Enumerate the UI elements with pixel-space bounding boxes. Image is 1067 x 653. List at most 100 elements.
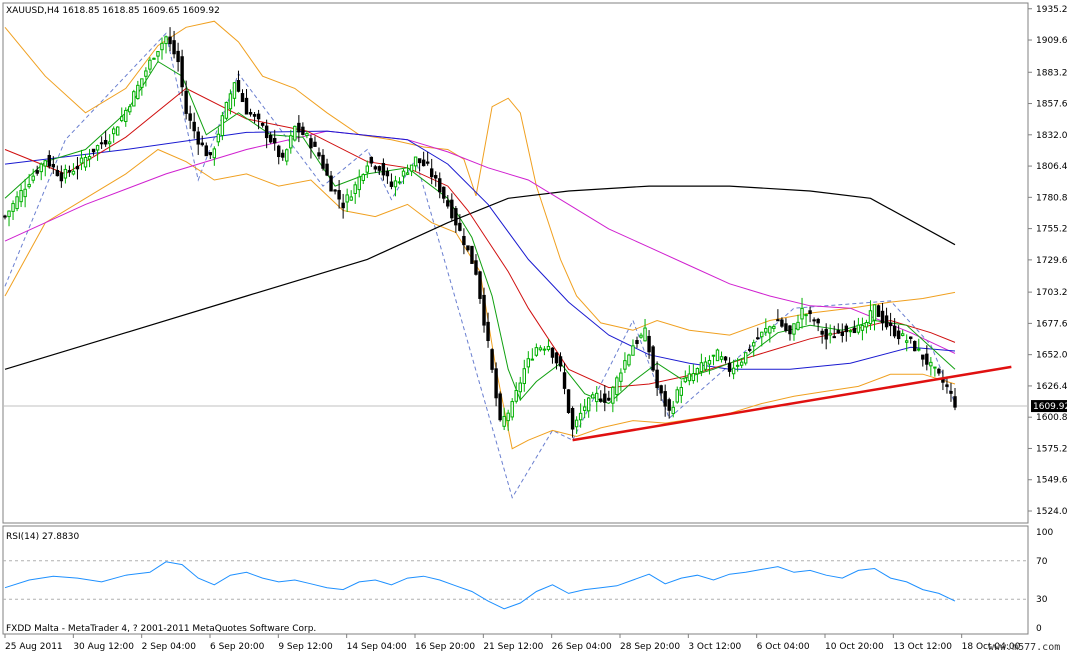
price-tick-label: 1677.60 xyxy=(1036,319,1067,329)
candle-body xyxy=(63,168,68,179)
price-tick-label: 1909.60 xyxy=(1036,36,1067,46)
candle-body xyxy=(345,194,349,203)
candle-body xyxy=(659,385,663,394)
candle-body xyxy=(91,148,96,153)
chart-title: XAUUSD,H4 1618.85 1618.85 1609.65 1609.9… xyxy=(6,6,220,16)
candle-body xyxy=(804,314,808,317)
candle-body xyxy=(808,310,812,315)
candle-body xyxy=(462,235,466,246)
price-tick-label: 1832.00 xyxy=(1036,131,1067,141)
candle-body xyxy=(743,352,748,364)
candle-body xyxy=(120,116,124,122)
candle-body xyxy=(578,412,583,421)
time-tick-label: 25 Aug 2011 xyxy=(5,642,63,652)
candle-body xyxy=(95,145,100,151)
candle-body xyxy=(385,170,390,177)
candle-body xyxy=(23,188,27,198)
watermark: www.m577.com xyxy=(988,642,1060,653)
candle-body xyxy=(651,346,655,371)
candle-body xyxy=(71,170,76,175)
candle-body xyxy=(490,349,494,370)
time-tick-label: 26 Sep 04:00 xyxy=(552,642,612,652)
price-tick-label: 1549.60 xyxy=(1036,476,1067,486)
candle-body xyxy=(727,362,732,372)
candle-body xyxy=(526,358,531,368)
candle-body xyxy=(55,169,60,177)
candle-body xyxy=(164,36,168,45)
candle-body xyxy=(482,294,486,326)
moving-average-magenta xyxy=(4,130,956,354)
candle-body xyxy=(425,161,430,164)
price-tick-label: 1626.40 xyxy=(1036,382,1067,392)
candle-body xyxy=(313,141,317,147)
candle-body xyxy=(103,139,108,145)
candle-body xyxy=(913,340,917,352)
candle-body xyxy=(176,50,180,63)
candle-body xyxy=(711,354,716,357)
price-axis: 1935.20 1909.60 1883.20 1857.60 1832.00 1806.… xyxy=(1028,5,1067,517)
candle-body xyxy=(353,184,357,194)
candle-body xyxy=(132,91,136,107)
candle-body xyxy=(79,157,84,164)
candle-body xyxy=(784,323,788,331)
candle-body xyxy=(619,372,623,382)
candle-body xyxy=(365,165,369,173)
time-tick-label: 30 Aug 12:00 xyxy=(73,642,134,652)
candle-body xyxy=(611,386,615,404)
candle-body xyxy=(486,321,490,341)
candle-body xyxy=(252,114,257,117)
candle-body xyxy=(824,329,828,340)
candle-body xyxy=(35,170,39,174)
candle-body xyxy=(756,337,760,340)
candle-body xyxy=(325,163,329,176)
candle-body xyxy=(917,348,921,351)
candle-body xyxy=(361,174,365,181)
candle-body xyxy=(643,327,647,342)
candle-body xyxy=(413,156,418,167)
price-panel-frame xyxy=(2,2,1029,524)
candle-body xyxy=(438,178,442,193)
candle-body xyxy=(285,149,289,162)
price-tick-label: 1703.20 xyxy=(1036,288,1067,298)
candle-body xyxy=(546,345,551,351)
candle-body xyxy=(792,323,796,335)
candle-body xyxy=(562,372,567,389)
candle-body xyxy=(277,145,281,158)
candle-body xyxy=(281,152,285,158)
candle-body xyxy=(272,138,277,144)
price-tick-label: 1806.40 xyxy=(1036,162,1067,172)
candle-body xyxy=(293,125,297,141)
candle-body xyxy=(884,315,889,328)
candle-body xyxy=(232,82,237,99)
candle-body xyxy=(687,373,692,382)
price-tick-label: 1524.00 xyxy=(1036,507,1067,517)
candle-body xyxy=(268,134,273,143)
candle-body xyxy=(747,348,752,351)
price-tick-label: 1857.60 xyxy=(1036,100,1067,110)
candle-body xyxy=(888,322,893,327)
bollinger-upper-band xyxy=(4,20,956,336)
candle-body xyxy=(937,368,941,374)
candle-body xyxy=(107,141,112,145)
candle-body xyxy=(892,325,897,337)
candle-body xyxy=(856,324,861,333)
candle-body xyxy=(216,133,221,143)
candle-body xyxy=(876,305,881,317)
candle-body xyxy=(675,389,679,403)
candle-body xyxy=(220,115,225,137)
candle-body xyxy=(15,196,19,210)
candle-body xyxy=(699,362,704,372)
candle-body xyxy=(317,152,321,157)
candle-body xyxy=(929,361,933,367)
candle-body xyxy=(341,202,345,209)
candle-body xyxy=(703,361,708,370)
candle-body xyxy=(83,156,88,168)
candle-body xyxy=(180,56,184,88)
candle-body xyxy=(369,156,374,164)
candle-body xyxy=(904,340,909,343)
candle-body xyxy=(695,368,700,375)
moving-average-red xyxy=(4,87,956,389)
time-tick-label: 21 Sep 12:00 xyxy=(483,642,543,652)
candle-body xyxy=(655,369,659,389)
